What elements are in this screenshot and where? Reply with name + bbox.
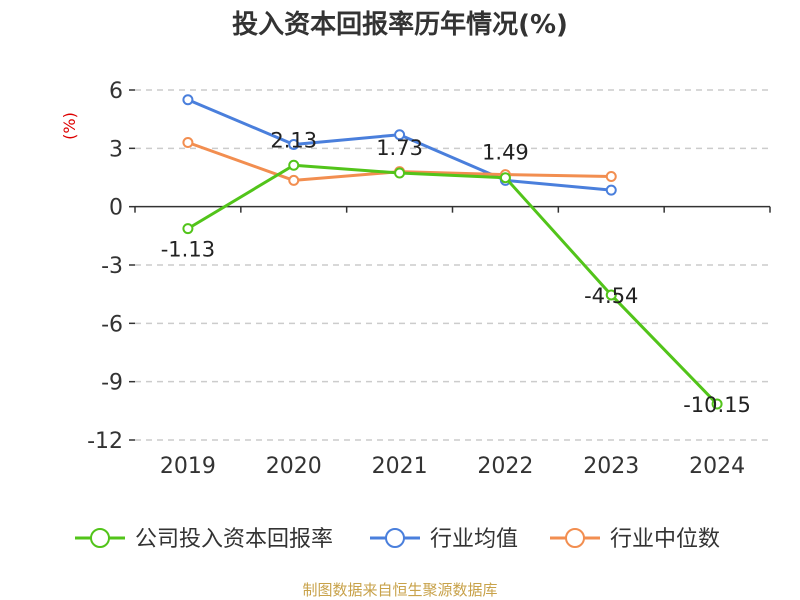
chart-title: 投入资本回报率历年情况(%) [232, 9, 568, 40]
series-point-3 [605, 171, 617, 183]
data-label: -10.15 [683, 393, 751, 417]
series-point-3 [288, 174, 300, 186]
x-tick-label: 2019 [160, 454, 216, 479]
legend-item-3: 行业中位数 [550, 527, 720, 552]
y-tick-label: 6 [109, 79, 123, 104]
series-line-1 [187, 163, 719, 406]
grid-lines [135, 89, 770, 441]
legend-item-1: 公司投入资本回报率 [75, 527, 333, 552]
y-axis-unit-label: (%) [60, 112, 79, 140]
legend-marker [385, 528, 405, 548]
x-tick-label: 2023 [583, 454, 639, 479]
series-point-2 [182, 94, 194, 106]
series-point-2 [394, 129, 406, 141]
data-labels: -1.13 2.13 1.73 1.49 -4.54 -10.15 [161, 128, 751, 417]
x-tick-label: 2024 [689, 454, 745, 479]
series-lines [182, 94, 723, 410]
source-note: 制图数据来自恒生聚源数据库 [302, 581, 497, 599]
y-tick-label: -6 [101, 312, 123, 337]
legend-label: 行业均值 [430, 527, 518, 552]
x-tick-label: 2020 [266, 454, 322, 479]
series-point-2 [605, 184, 617, 196]
data-label: -4.54 [584, 284, 638, 308]
axes: 6 3 0 -3 -6 -9 -12 2019 2020 2021 2022 2023 2024 [87, 79, 771, 479]
legend-item-2: 行业均值 [370, 527, 518, 552]
y-tick-label: 3 [109, 137, 123, 162]
legend-label: 行业中位数 [610, 527, 720, 552]
y-tick-label: -3 [101, 254, 123, 279]
legend-marker [90, 528, 110, 548]
data-label: 1.73 [376, 136, 423, 160]
y-tick-label: -9 [101, 371, 123, 396]
data-label: 1.49 [482, 141, 529, 165]
series-point-1 [394, 167, 406, 179]
x-tick-label: 2022 [477, 454, 533, 479]
legend-marker [565, 528, 585, 548]
y-tick-label: 0 [109, 196, 123, 221]
series-point-1 [288, 159, 300, 171]
y-tick-label: -12 [87, 429, 123, 454]
series-point-1 [711, 398, 723, 410]
series-point-3 [182, 137, 194, 148]
data-label: 2.13 [270, 128, 317, 152]
x-tick-label: 2021 [372, 454, 428, 479]
series-point-1 [605, 289, 617, 301]
data-label: -1.13 [161, 238, 215, 262]
legend-label: 公司投入资本回报率 [135, 527, 333, 552]
series-point-2 [288, 138, 300, 150]
legend: 公司投入资本回报率 行业均值 行业中位数 [75, 527, 720, 552]
series-point-1 [499, 172, 511, 184]
series-point-1 [182, 223, 194, 235]
